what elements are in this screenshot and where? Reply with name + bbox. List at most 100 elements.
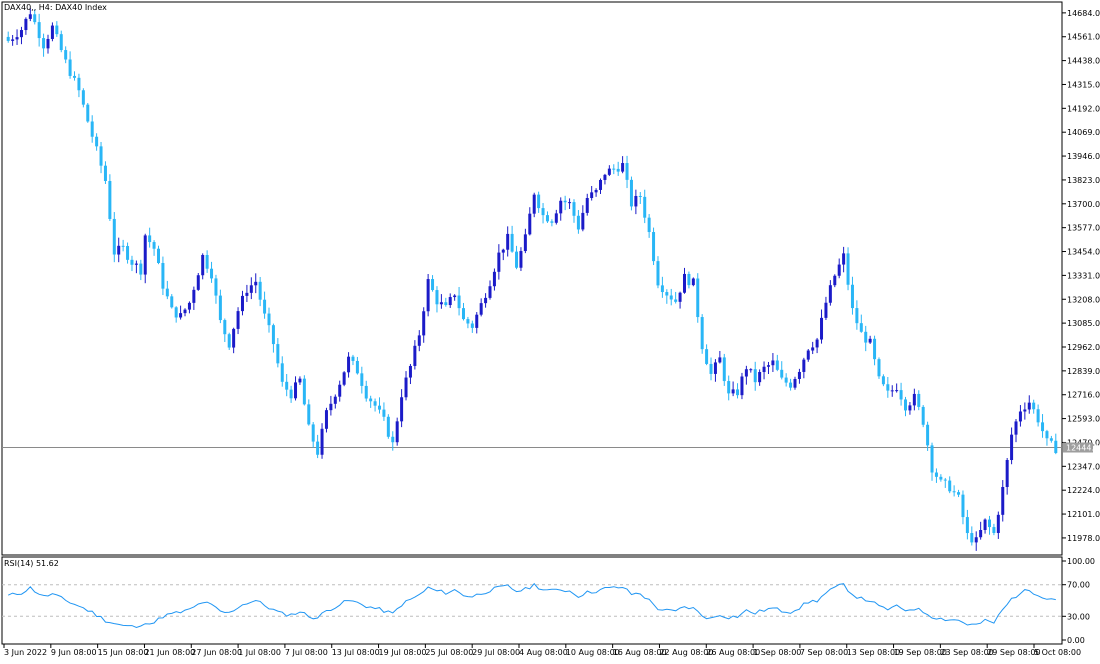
candle-body [271, 325, 275, 345]
candle-body [126, 246, 130, 260]
candle-body [961, 494, 965, 518]
candle-body [806, 350, 810, 360]
candle [603, 173, 607, 185]
candle-body [559, 200, 563, 214]
candle [532, 192, 536, 218]
candle-body [90, 121, 94, 137]
candle [1005, 457, 1009, 495]
candle [886, 377, 890, 398]
candle-body [802, 359, 806, 372]
candle-body [417, 335, 421, 346]
candle [934, 468, 938, 483]
candle-body [846, 253, 850, 285]
candle [130, 255, 134, 272]
candle-body [382, 409, 386, 417]
candle-body [753, 369, 757, 383]
candle [86, 102, 90, 123]
candle-body [996, 514, 1000, 533]
candle-body [594, 189, 598, 193]
candle [1041, 414, 1045, 438]
candle [572, 199, 576, 223]
candle [691, 277, 695, 287]
time-tick-label: 7 Sep 08:00 [800, 648, 848, 657]
candle-body [479, 303, 483, 315]
candle-body [223, 320, 227, 335]
candle [360, 366, 364, 394]
candle-body [599, 179, 603, 190]
candle [134, 260, 138, 274]
candle [192, 286, 196, 310]
candle [227, 332, 231, 350]
candle-body [408, 365, 412, 378]
candle [563, 195, 567, 211]
candle [263, 291, 267, 319]
time-tick-label: 19 Jul 08:00 [379, 648, 427, 657]
candle-body [537, 194, 541, 209]
candle-body [245, 292, 249, 296]
candle-body [77, 77, 81, 91]
candle [81, 88, 85, 108]
candle-body [687, 273, 691, 286]
candle-body [285, 381, 289, 390]
candle-body [625, 163, 629, 180]
candle [979, 521, 983, 540]
time-tick-label: 22 Aug 08:00 [659, 648, 713, 657]
candle-body [55, 25, 59, 35]
candle [740, 372, 744, 400]
candle-body [174, 307, 178, 318]
candle [789, 378, 793, 391]
candle [1023, 402, 1027, 420]
candle-body [545, 215, 549, 222]
candle [24, 17, 28, 35]
candle [404, 371, 408, 401]
candle [996, 511, 1000, 539]
candle-body [395, 421, 399, 443]
candle [736, 383, 740, 399]
candle [943, 477, 947, 488]
candle [775, 354, 779, 372]
candle-body [42, 38, 46, 49]
candle [793, 376, 797, 390]
candle [705, 344, 709, 366]
candle-body [466, 319, 470, 324]
candle-body [912, 393, 916, 406]
candle [519, 247, 523, 272]
candle-body [793, 378, 797, 388]
candle-body [563, 200, 567, 203]
candle [961, 490, 965, 525]
candle-body [749, 369, 753, 371]
price-tick-label: 12347.0 [1067, 462, 1100, 471]
candle [537, 191, 541, 213]
candle [912, 388, 916, 411]
candle [510, 225, 514, 253]
rsi-title: RSI(14) 51.62 [4, 559, 59, 568]
candle [77, 73, 81, 98]
candle-body [510, 233, 514, 252]
candle [470, 320, 474, 333]
candle-body [532, 194, 536, 214]
candle-body [744, 369, 748, 377]
candle-body [156, 248, 160, 264]
time-tick-label: 19 Sep 08:00 [894, 648, 947, 657]
time-tick-label: 26 Aug 08:00 [706, 648, 760, 657]
price-tick-label: 11978.0 [1067, 534, 1100, 543]
candle-body [103, 165, 107, 181]
candle-body [338, 384, 342, 397]
rsi-tick-label: 30.00 [1067, 612, 1090, 621]
candle [846, 247, 850, 291]
price-tick-label: 13577.0 [1067, 224, 1100, 233]
price-pane-frame [1, 1, 1063, 556]
candle-body [934, 472, 938, 477]
candle-body [917, 393, 921, 407]
candle [890, 385, 894, 397]
candle-body [979, 529, 983, 538]
candle-body [139, 263, 143, 275]
candle-body [95, 136, 99, 147]
candle [766, 361, 770, 375]
candle-body [28, 14, 32, 19]
candle-body [638, 195, 642, 197]
candle [311, 422, 315, 448]
candle-body [674, 299, 678, 302]
candle [643, 189, 647, 224]
